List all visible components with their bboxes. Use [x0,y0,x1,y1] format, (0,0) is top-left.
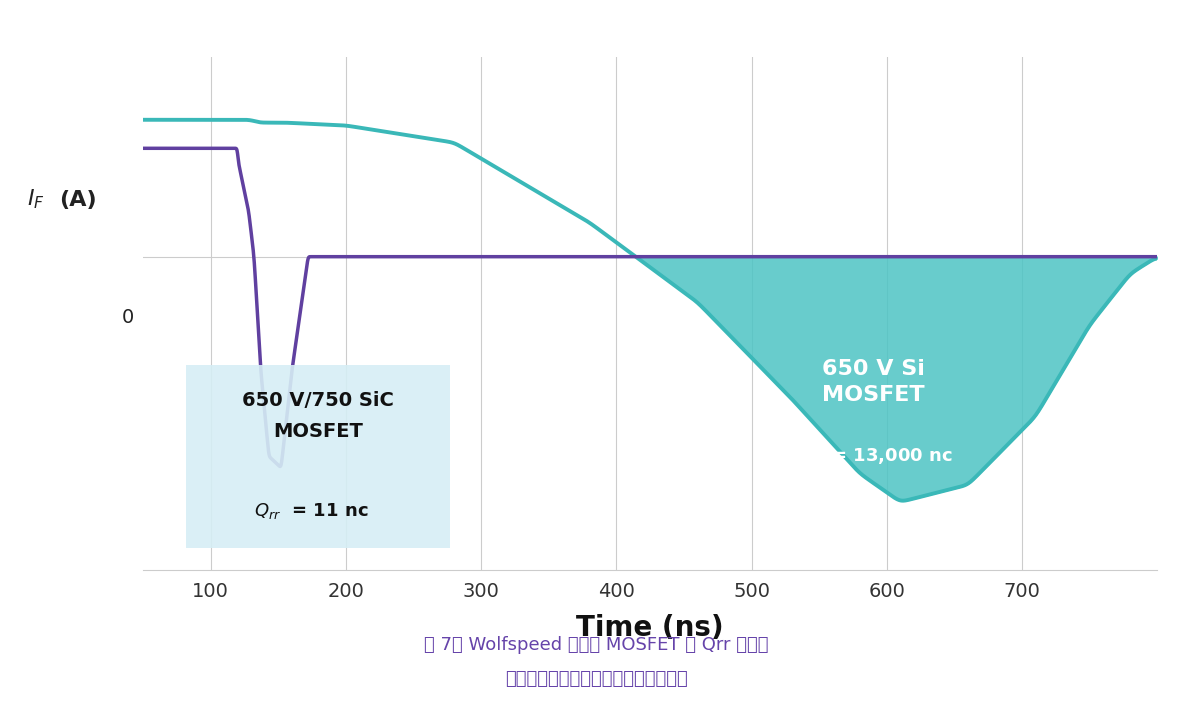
FancyBboxPatch shape [186,365,450,548]
Text: 0: 0 [122,308,134,327]
Text: 650 V Si
MOSFET: 650 V Si MOSFET [822,359,925,405]
Text: $Q_{rr}$  = 11 nc: $Q_{rr}$ = 11 nc [254,501,369,520]
Text: (A): (A) [58,190,97,210]
Text: 650 V/750 SiC: 650 V/750 SiC [242,391,394,410]
Text: 图 7： Wolfspeed 碳化硟 MOSFET 的 Qrr 最小，: 图 7： Wolfspeed 碳化硟 MOSFET 的 Qrr 最小， [425,636,768,655]
Text: MOSFET: MOSFET [273,422,363,441]
X-axis label: Time (ns): Time (ns) [576,615,724,642]
Text: 因此在降低开关损耗方面有很大的优势: 因此在降低开关损耗方面有很大的优势 [505,670,688,688]
Text: $Q_{rr}$  = 13,000 nc: $Q_{rr}$ = 13,000 nc [793,446,953,466]
Text: $I_F$: $I_F$ [27,188,44,212]
